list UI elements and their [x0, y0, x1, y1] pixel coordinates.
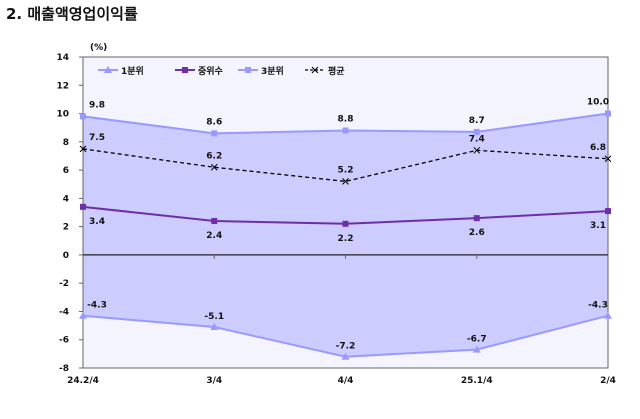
data-label: 7.5	[89, 133, 105, 143]
square-marker	[80, 203, 86, 210]
data-label: 6.8	[590, 143, 606, 153]
y-tick-label: 8	[63, 138, 69, 148]
y-tick-label: 12	[56, 81, 69, 91]
data-label: 8.7	[469, 116, 485, 126]
data-label: -6.7	[467, 335, 487, 345]
y-tick-label: 2	[63, 223, 69, 233]
x-marker	[79, 145, 87, 153]
triangle-marker	[79, 311, 87, 319]
data-label: -7.2	[336, 342, 356, 352]
legend-label: 3분위	[261, 65, 284, 77]
data-label: 2.2	[338, 234, 354, 244]
data-label: -4.3	[87, 301, 107, 311]
series-line-평균	[82, 148, 609, 183]
y-tick-label: 14	[56, 53, 69, 63]
data-label: 2.6	[469, 228, 485, 238]
data-label: 5.2	[338, 165, 354, 175]
triangle-marker	[210, 323, 219, 331]
square-marker	[473, 128, 480, 135]
x-marker	[604, 155, 612, 163]
square-marker	[182, 67, 188, 73]
data-label: 3.1	[590, 221, 606, 231]
data-label: 8.6	[206, 117, 222, 127]
square-marker	[342, 220, 349, 227]
data-label: 10.0	[587, 98, 609, 108]
square-marker	[473, 215, 480, 222]
x-tick-label: 2/4	[600, 376, 616, 386]
x-marker	[473, 146, 481, 154]
x-marker	[210, 163, 218, 171]
x-marker	[342, 178, 349, 185]
square-marker	[342, 127, 349, 134]
y-tick-label: 10	[56, 110, 69, 120]
data-label: 2.4	[206, 231, 222, 241]
triangle-marker	[104, 66, 112, 73]
y-tick-label: -4	[59, 307, 69, 317]
data-label: 9.8	[89, 100, 105, 110]
square-marker	[80, 113, 86, 120]
legend-label: 중위수	[198, 65, 223, 77]
square-marker	[211, 217, 218, 224]
legend-label: 1분위	[121, 65, 144, 77]
page-title: 2. 매출액영업이익률	[6, 5, 138, 23]
square-marker	[245, 67, 251, 73]
y-tick-label: -6	[59, 336, 69, 346]
y-tick-label: 6	[63, 166, 69, 176]
legend-label: 평균	[328, 65, 345, 77]
square-marker	[605, 110, 611, 117]
square-marker	[211, 130, 218, 137]
triangle-marker	[604, 311, 612, 319]
data-label: 6.2	[206, 151, 222, 161]
y-tick-label: 4	[63, 194, 69, 204]
data-label: -4.3	[588, 301, 608, 311]
x-tick-label: 3/4	[206, 376, 222, 386]
triangle-marker	[472, 345, 481, 353]
y-tick-label: -2	[59, 279, 69, 289]
data-label: -5.1	[204, 312, 224, 322]
x-tick-label: 4/4	[338, 376, 354, 386]
x-tick-label: 25.1/4	[461, 376, 493, 386]
x-tick-label: 24.2/4	[67, 376, 99, 386]
y-axis-unit: (%)	[90, 43, 107, 53]
square-marker	[605, 208, 611, 215]
data-label: 8.8	[338, 115, 354, 125]
y-tick-label: 0	[63, 251, 69, 261]
data-label: 7.4	[469, 134, 485, 144]
y-tick-label: -8	[59, 364, 69, 374]
data-label: 3.4	[89, 217, 105, 227]
interquartile-band	[83, 113, 608, 357]
x-marker	[311, 66, 319, 74]
triangle-marker	[341, 352, 350, 360]
